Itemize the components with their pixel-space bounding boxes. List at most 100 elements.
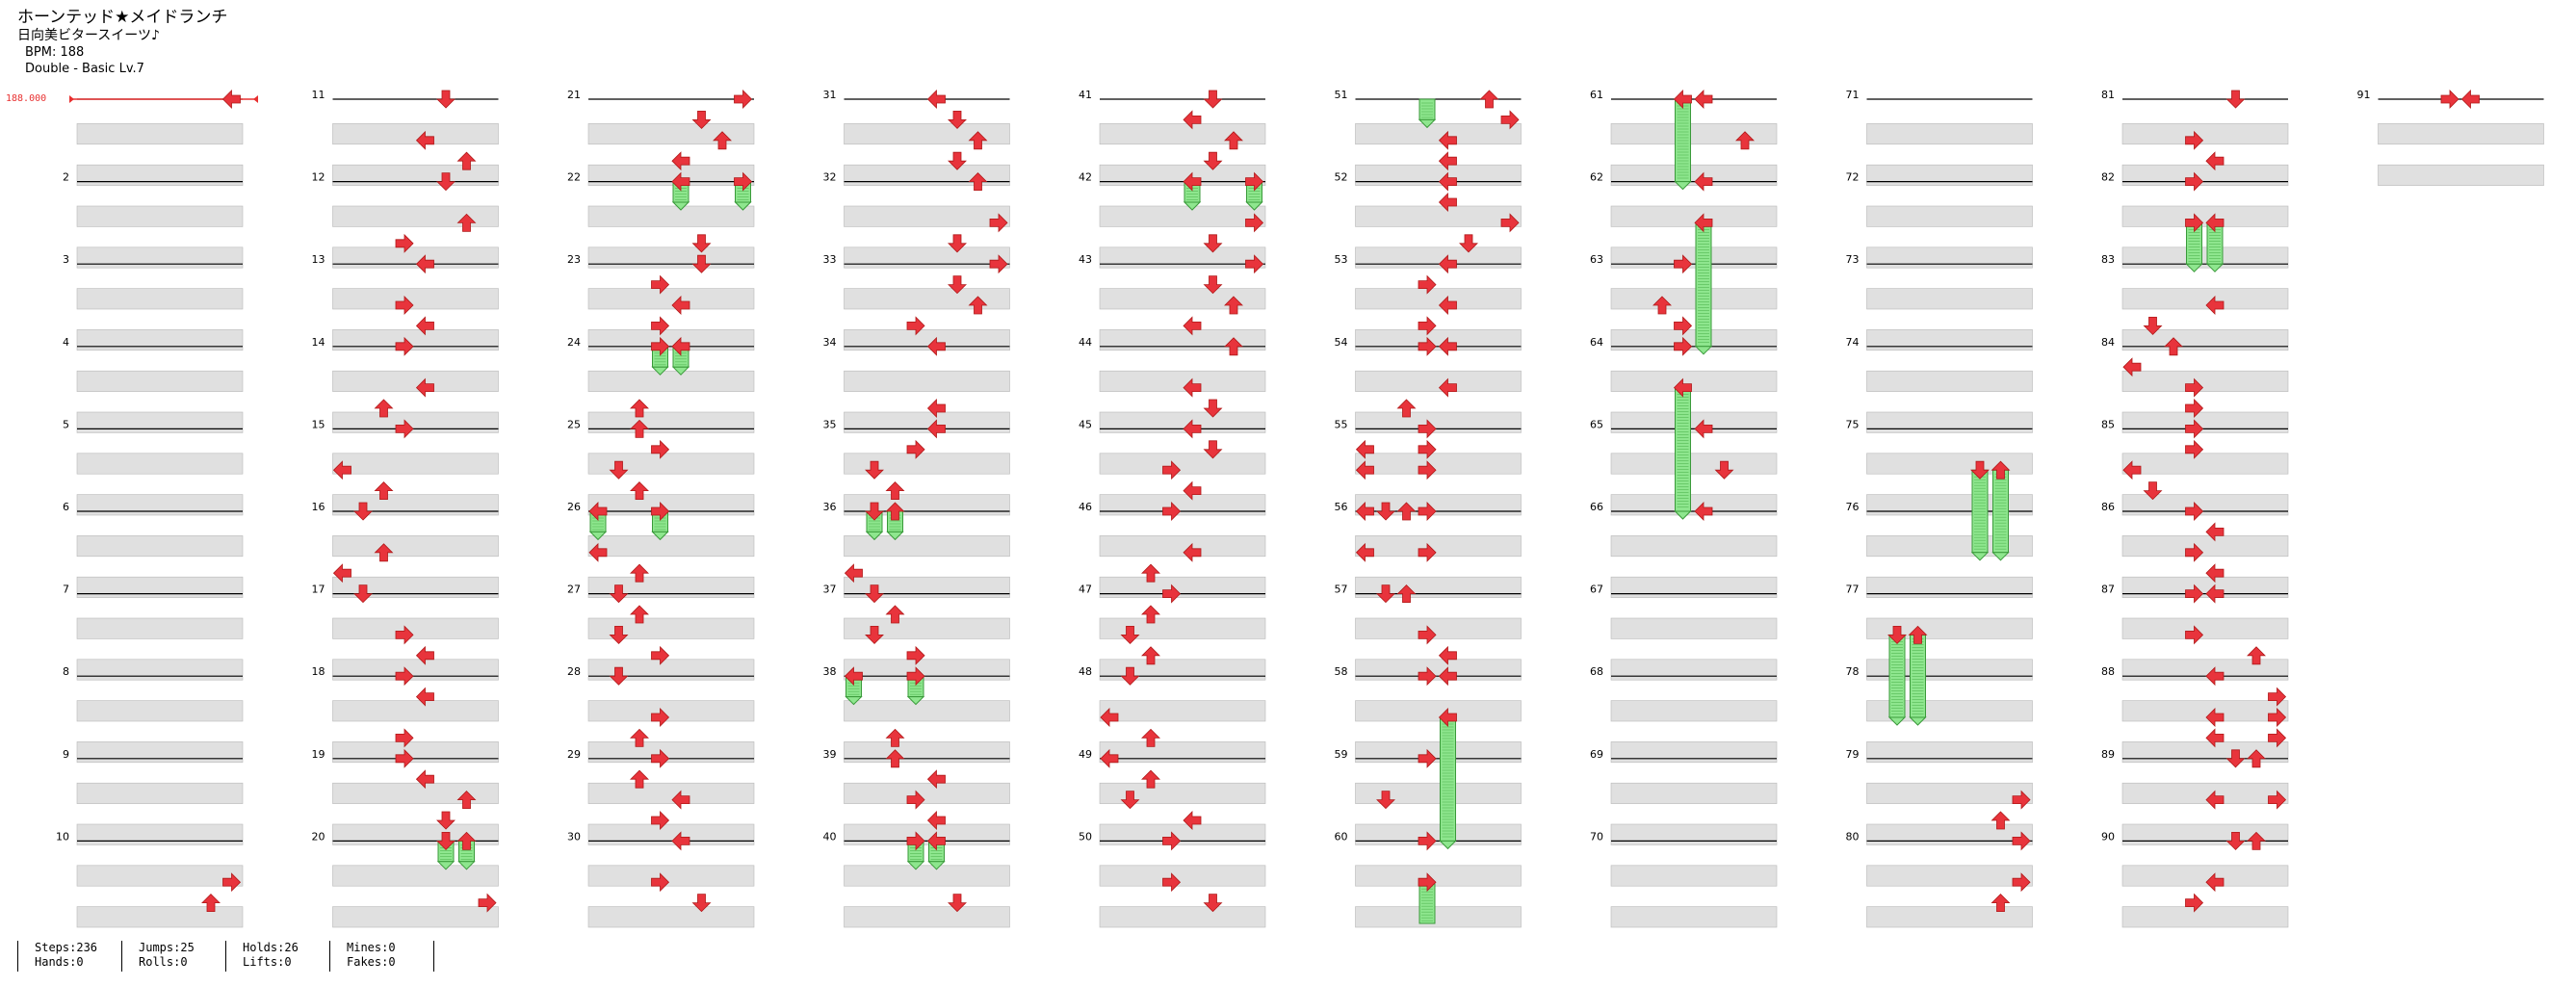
right-arrow-icon [1418,666,1437,687]
beat-band [332,741,499,764]
beat-band [76,535,244,558]
measure-number: 2 [63,171,69,184]
right-arrow-icon [2185,399,2204,418]
left-arrow-icon [926,90,946,109]
hold-tail [2185,263,2203,272]
measure-number: 89 [2101,748,2115,761]
beat-band [1355,370,1522,392]
right-arrow-icon [651,872,670,893]
beat-band [844,370,1010,392]
right-arrow-icon [651,502,670,521]
beat-band [1099,700,1266,722]
beat-band [2121,246,2289,269]
beat-band [76,494,244,516]
up-arrow-icon [2247,749,2266,768]
beat-band [844,617,1010,639]
up-arrow-icon [630,728,649,747]
measure-number: 71 [1846,89,1860,101]
up-arrow-icon [1396,584,1417,603]
measure-number: 82 [2101,171,2115,184]
right-arrow-icon [1418,831,1437,851]
beat-band [1355,164,1522,186]
beat-band [1099,288,1266,310]
left-arrow-icon [2205,790,2225,810]
down-arrow-icon [436,832,455,850]
beat-band [1355,535,1522,558]
up-arrow-icon [630,399,649,418]
beat-band [2378,123,2544,145]
beat-band [1866,246,2033,269]
right-arrow-icon [1500,110,1520,130]
beat-band [332,288,499,310]
down-arrow-icon [865,626,884,644]
stats-col-1: Steps:236 Hands:0 [17,941,97,970]
beat-band [1610,906,1778,928]
left-arrow-icon [2205,584,2225,604]
note-layer [201,90,2480,913]
down-arrow-icon [948,275,967,295]
beat-band [1099,823,1266,845]
left-arrow-icon [415,316,434,336]
beat-band [1610,164,1778,186]
left-arrow-icon [671,296,690,315]
beat-band [1866,576,2033,598]
left-arrow-icon [415,130,434,150]
stats-separator [17,941,18,972]
hold-tail [1887,716,1907,726]
measure-number: 55 [1335,418,1348,430]
measure-grid [76,98,2544,928]
beat-band [587,700,755,722]
measure-number: 65 [1590,418,1603,430]
beat-band [1099,370,1266,392]
left-arrow-icon [1183,419,1202,439]
right-arrow-icon [1418,460,1437,480]
beat-band [1355,741,1522,764]
beat-band [1610,617,1778,639]
down-arrow-icon [1203,399,1223,418]
beat-band [1099,164,1266,186]
beat-band [1099,494,1266,516]
right-arrow-icon [2185,439,2204,459]
measure-number: 34 [823,336,837,349]
up-arrow-icon [630,605,649,624]
right-arrow-icon [395,625,414,645]
down-arrow-icon [2225,749,2246,768]
right-arrow-icon [1162,872,1182,893]
measure-number: 83 [2101,253,2115,266]
measure-number: 70 [1590,830,1603,843]
measure-number: 66 [1590,501,1603,513]
down-arrow-icon [948,894,967,913]
down-arrow-icon [609,666,629,686]
beat-band [1610,370,1778,392]
beat-band [1866,535,2033,558]
left-arrow-icon [671,336,690,356]
measure-number: 8 [63,665,69,678]
stat-rolls: Rolls:0 [139,955,188,969]
bpm-marker-label: 188.000 [6,93,47,104]
stat-fakes: Fakes:0 [347,955,396,969]
bpm-marker-tick [69,95,74,103]
measure-number: 29 [567,748,581,761]
right-arrow-icon [651,748,670,768]
left-arrow-icon [671,171,690,192]
left-arrow-icon [415,254,434,274]
down-arrow-icon [436,172,455,192]
measure-number: 12 [312,171,325,184]
beat-band [332,865,499,887]
down-arrow-icon [865,502,884,521]
beat-band [1610,329,1778,351]
right-arrow-icon [2185,893,2204,913]
song-bpm: BPM: 188 [25,45,85,60]
beat-band [1866,865,2033,887]
step-chart: 2345678910111213141516171819202122232425… [56,89,2544,928]
beat-band [2121,494,2289,516]
beat-band [587,823,755,845]
down-arrow-icon [1203,234,1223,253]
left-arrow-icon [1438,645,1457,665]
measure-number: 59 [1335,748,1348,761]
right-arrow-icon [1162,502,1182,521]
left-arrow-icon [1438,130,1457,150]
measure-number: 14 [312,336,325,349]
measure-number: 91 [2357,89,2371,101]
right-arrow-icon [395,419,414,439]
